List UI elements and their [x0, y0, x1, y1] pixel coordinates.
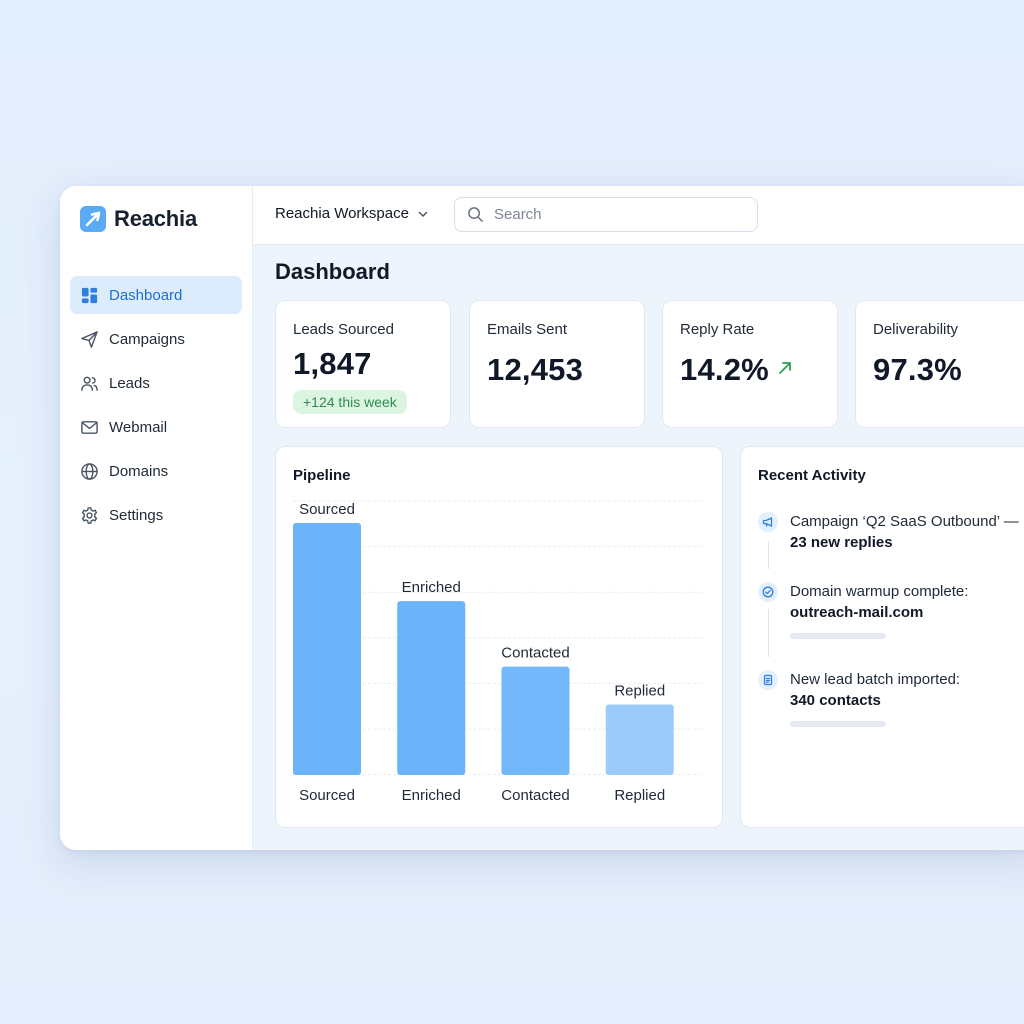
- sidebar: Reachia Dashboard Campaigns: [60, 186, 253, 850]
- chart-bar[interactable]: [397, 601, 466, 775]
- activity-detail: 23 new replies: [790, 534, 893, 551]
- workspace-name: Reachia Workspace: [275, 205, 409, 222]
- stat-label: Reply Rate: [680, 321, 755, 338]
- mail-icon: [81, 420, 98, 434]
- activity-text: Campaign ‘Q2 SaaS Outbound’ —: [790, 513, 1019, 530]
- activity-text: Domain warmup complete:: [790, 583, 969, 600]
- app-window: Reachia Dashboard Campaigns: [60, 186, 1024, 850]
- reachia-logo-icon: [80, 206, 106, 232]
- sidebar-item-domains[interactable]: Domains: [70, 452, 242, 490]
- sidebar-item-label: Campaigns: [109, 330, 185, 348]
- stat-card-deliverability: Deliverability 97.3%: [855, 300, 1024, 428]
- bar-data-label: Enriched: [402, 579, 461, 596]
- sidebar-item-label: Settings: [109, 506, 164, 524]
- stat-label: Emails Sent: [487, 321, 568, 338]
- chart-bar[interactable]: [501, 666, 570, 775]
- activity-detail: outreach-mail.com: [790, 604, 924, 621]
- dashboard-icon: [81, 287, 98, 303]
- stat-label: Deliverability: [873, 321, 959, 338]
- sidebar-item-label: Webmail: [109, 418, 168, 436]
- x-axis-tick-label: Enriched: [402, 787, 461, 804]
- activity-detail: 340 contacts: [790, 692, 881, 709]
- stat-card-leads-sourced: Leads Sourced 1,847 +124 this week: [275, 300, 451, 428]
- globe-icon: [81, 462, 98, 480]
- sidebar-item-dashboard[interactable]: Dashboard: [70, 276, 242, 314]
- search-icon: [468, 207, 483, 222]
- send-icon: [81, 330, 98, 348]
- activity-progress-bar: [790, 721, 886, 727]
- sidebar-item-leads[interactable]: Leads: [70, 364, 242, 402]
- timeline-connector: [768, 609, 769, 657]
- sidebar-item-settings[interactable]: Settings: [70, 496, 242, 534]
- sidebar-item-label: Leads: [109, 374, 150, 392]
- stat-label: Leads Sourced: [293, 321, 394, 338]
- stat-value: 14.2%: [680, 352, 769, 387]
- megaphone-icon: [758, 512, 778, 532]
- stat-card-emails-sent: Emails Sent 12,453: [469, 300, 645, 428]
- panel-title: Recent Activity: [758, 467, 866, 484]
- stat-badge: +124 this week: [293, 390, 407, 414]
- app-name: Reachia: [114, 206, 197, 231]
- stat-value-row: 14.2%: [680, 352, 820, 388]
- pipeline-panel: Pipeline Sourced Sourced Enriched Enriched C…: [275, 446, 723, 828]
- chart-bar[interactable]: [605, 704, 674, 775]
- chevron-down-icon: [418, 211, 428, 217]
- bar-data-label: Replied: [614, 682, 665, 699]
- stat-value: 97.3%: [873, 352, 962, 387]
- logo[interactable]: Reachia: [80, 206, 197, 232]
- page-title: Dashboard: [275, 259, 390, 284]
- stat-card-reply-rate: Reply Rate 14.2%: [662, 300, 838, 428]
- sidebar-item-label: Dashboard: [109, 286, 183, 304]
- bar-data-label: Contacted: [501, 645, 569, 662]
- x-axis-tick-label: Contacted: [501, 787, 569, 804]
- stat-value: 12,453: [487, 352, 584, 387]
- sidebar-item-label: Domains: [109, 462, 169, 480]
- activity-progress-bar: [790, 633, 886, 639]
- gear-icon: [81, 506, 98, 524]
- workspace-selector[interactable]: Reachia Workspace: [275, 205, 429, 222]
- sidebar-nav: Dashboard Campaigns Leads Webmail: [70, 276, 242, 540]
- activity-list: Campaign ‘Q2 SaaS Outbound’ — 23 new rep…: [758, 511, 1024, 727]
- search-box[interactable]: [454, 197, 758, 232]
- x-axis-tick-label: Replied: [614, 787, 665, 804]
- sidebar-item-campaigns[interactable]: Campaigns: [70, 320, 242, 358]
- search-input[interactable]: [492, 205, 736, 224]
- activity-item[interactable]: Campaign ‘Q2 SaaS Outbound’ — 23 new rep…: [758, 511, 1024, 553]
- recent-activity-panel: Recent Activity Campaign ‘Q2 SaaS Outbou…: [740, 446, 1024, 828]
- x-axis-tick-label: Sourced: [299, 787, 355, 804]
- panel-title: Pipeline: [293, 467, 351, 484]
- pipeline-chart: Sourced Sourced Enriched Enriched Contacted C…: [293, 500, 704, 804]
- sidebar-item-webmail[interactable]: Webmail: [70, 408, 242, 446]
- bar-data-label: Sourced: [299, 501, 355, 518]
- document-icon: [758, 670, 778, 690]
- up-right-arrow-icon: [779, 362, 791, 374]
- activity-item[interactable]: Domain warmup complete: outreach-mail.co…: [758, 581, 1024, 639]
- users-icon: [81, 376, 98, 391]
- timeline-connector: [768, 541, 769, 569]
- chart-bar[interactable]: [293, 523, 361, 775]
- main-content: Reachia Workspace Dashboard Leads Source…: [253, 186, 1024, 850]
- check-circle-icon: [758, 582, 778, 602]
- top-bar: Reachia Workspace: [253, 186, 1024, 245]
- stat-value: 1,847: [293, 346, 372, 381]
- activity-item[interactable]: New lead batch imported: 340 contacts: [758, 669, 1024, 727]
- activity-text: New lead batch imported:: [790, 671, 961, 688]
